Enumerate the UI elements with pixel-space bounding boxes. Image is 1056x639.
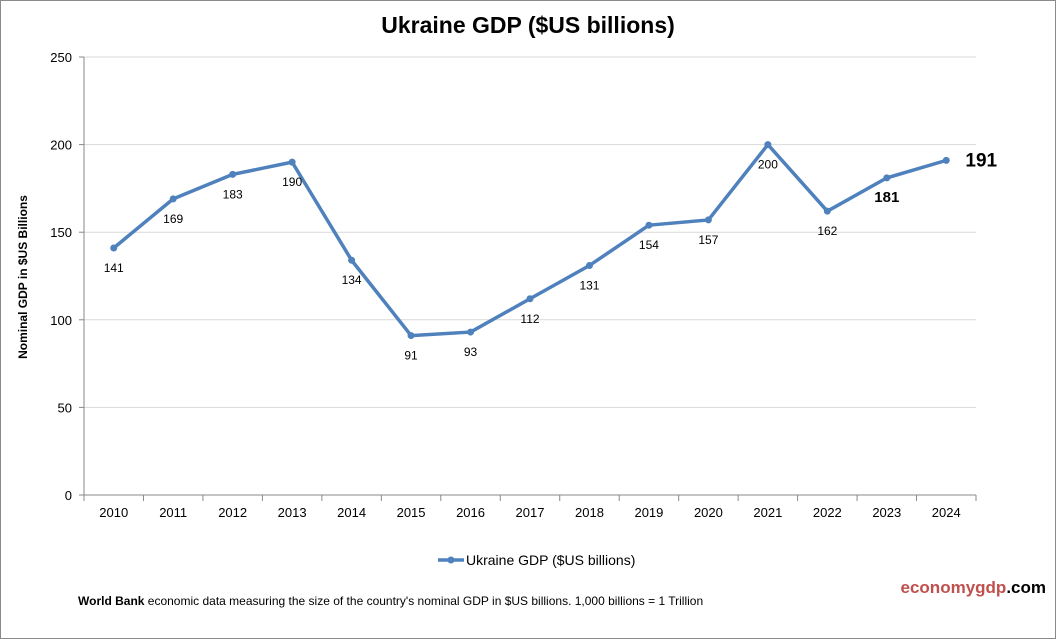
legend-label: Ukraine GDP ($US billions) — [466, 552, 635, 568]
data-point — [823, 207, 831, 215]
data-label: 169 — [163, 212, 183, 226]
y-tick-label: 200 — [50, 138, 72, 153]
x-tick-label: 2022 — [813, 505, 842, 520]
x-tick-label: 2013 — [278, 505, 307, 520]
data-label: 131 — [579, 278, 599, 292]
y-tick-label: 100 — [50, 313, 72, 328]
data-point — [704, 216, 712, 224]
data-label: 141 — [104, 261, 124, 275]
data-label: 91 — [404, 349, 418, 363]
data-point — [585, 261, 593, 269]
data-label: 134 — [342, 273, 362, 287]
x-tick-label: 2020 — [694, 505, 723, 520]
footer-note: World Bank economic data measuring the s… — [78, 594, 703, 608]
data-point — [526, 295, 534, 303]
x-tick-label: 2014 — [337, 505, 366, 520]
data-label: 190 — [282, 175, 302, 189]
x-tick-label: 2023 — [872, 505, 901, 520]
x-tick-label: 2021 — [753, 505, 782, 520]
x-tick-label: 2018 — [575, 505, 604, 520]
brand-logo[interactable]: economygdp.com — [901, 578, 1046, 598]
y-tick-label: 150 — [50, 225, 72, 240]
data-point — [467, 328, 475, 336]
data-label: 162 — [817, 224, 837, 238]
footer-text: economic data measuring the size of the … — [144, 594, 704, 608]
legend-marker — [447, 556, 455, 564]
y-tick-label: 250 — [50, 50, 72, 65]
data-point — [407, 332, 415, 340]
brand-part2: .com — [1006, 578, 1046, 597]
data-point — [110, 244, 118, 252]
data-label: 157 — [698, 233, 718, 247]
data-label: 154 — [639, 238, 659, 252]
x-tick-label: 2016 — [456, 505, 485, 520]
x-tick-label: 2010 — [99, 505, 128, 520]
data-label: 181 — [874, 189, 899, 206]
x-tick-label: 2017 — [516, 505, 545, 520]
x-tick-label: 2012 — [218, 505, 247, 520]
series-line — [112, 142, 947, 338]
y-tick-label: 0 — [65, 488, 72, 503]
data-point — [288, 158, 296, 166]
data-label: 191 — [965, 150, 997, 171]
chart-title: Ukraine GDP ($US billions) — [381, 12, 675, 38]
footer-source: World Bank — [78, 594, 145, 608]
data-label: 183 — [223, 187, 243, 201]
y-tick-label: 50 — [58, 400, 72, 415]
data-label: 112 — [520, 312, 539, 326]
data-point — [942, 156, 950, 164]
x-tick-label: 2015 — [397, 505, 426, 520]
data-point — [764, 141, 772, 149]
data-point — [229, 170, 237, 178]
data-point — [883, 174, 891, 182]
data-label: 200 — [758, 158, 778, 172]
data-point — [169, 195, 177, 203]
x-tick-label: 2011 — [159, 505, 187, 520]
data-point — [645, 221, 653, 229]
data-point — [348, 256, 356, 264]
data-label: 93 — [464, 345, 478, 359]
x-tick-label: 2019 — [634, 505, 663, 520]
x-tick-label: 2024 — [932, 505, 961, 520]
brand-part1: economygdp — [900, 578, 1007, 597]
